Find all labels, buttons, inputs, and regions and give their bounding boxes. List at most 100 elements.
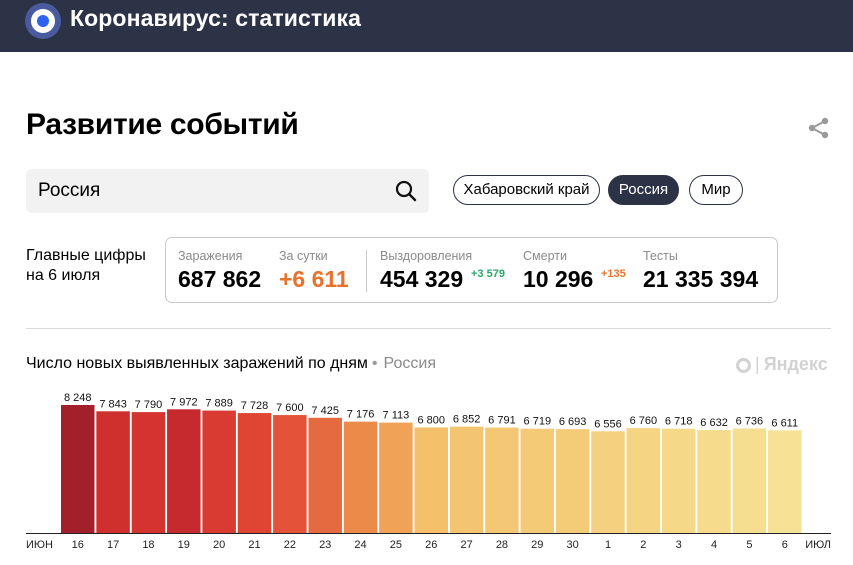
x-tick-label: 28 (496, 539, 508, 551)
section-divider (26, 328, 831, 329)
x-tick-label: 2 (640, 539, 646, 551)
stat-recovered-label: Выздоровления (380, 249, 473, 263)
chart-bar[interactable] (661, 428, 696, 533)
virus-logo-icon[interactable] (25, 3, 61, 39)
stats-panel: Заражения 687 862 За сутки +6 611 Выздор… (165, 237, 778, 303)
stat-recovered-value: 454 329 (380, 266, 464, 292)
bar-value-label: 6 852 (453, 414, 481, 426)
x-tick-label: 16 (72, 539, 84, 551)
chart-bar[interactable] (96, 411, 130, 533)
yandex-watermark-text: Яндекс (763, 354, 828, 374)
chart-bar[interactable] (237, 413, 272, 533)
bar-value-label: 7 113 (383, 410, 410, 422)
main-figures-label: Главные цифры на 6 июля (26, 246, 146, 286)
chart-bar[interactable] (202, 410, 236, 533)
bar-value-label: 6 693 (559, 416, 587, 428)
main-figures-title: Главные цифры (26, 247, 146, 264)
chart-bar[interactable] (343, 421, 378, 533)
stat-tests-value: 21 335 394 (643, 266, 759, 292)
chart-bar[interactable] (485, 427, 519, 533)
chart-bar[interactable] (697, 430, 731, 533)
region-search (26, 169, 429, 213)
top-bar: Коронавирус: статистика (0, 0, 853, 52)
bar-value-label: 6 736 (736, 415, 764, 427)
chart-bar[interactable] (131, 412, 166, 533)
search-input[interactable] (38, 169, 388, 213)
stat-deaths-value: 10 296 (523, 266, 594, 292)
x-tick-label: 24 (354, 539, 366, 551)
chart-bar[interactable] (273, 415, 307, 533)
x-tick-label: 3 (676, 539, 682, 551)
bar-value-label: 6 719 (524, 416, 552, 428)
stat-tests-label: Тесты (643, 249, 678, 263)
x-tick-label: 29 (531, 539, 543, 551)
stat-infections-label: Заражения (178, 249, 243, 263)
stats-divider (366, 250, 367, 292)
main-figures-date: на 6 июля (26, 267, 101, 284)
x-tick-label: 5 (746, 539, 752, 551)
region-pill-russia[interactable]: Россия (608, 175, 679, 205)
search-icon[interactable] (395, 180, 417, 202)
share-icon[interactable] (806, 116, 832, 140)
x-tick-label: 1 (605, 539, 611, 551)
x-tick-label: 21 (248, 539, 260, 551)
stat-deaths-delta: +135 (601, 268, 626, 280)
bar-value-label: 7 425 (311, 405, 339, 417)
stat-per-day-label: За сутки (279, 249, 328, 263)
bar-value-label: 6 800 (417, 414, 445, 426)
x-tick-label: 6 (782, 539, 788, 551)
x-tick-label: 30 (567, 539, 579, 551)
bar-value-label: 7 843 (99, 398, 127, 410)
bar-value-label: 7 972 (170, 396, 198, 408)
chart-bar[interactable] (449, 426, 484, 533)
chart-bar[interactable] (591, 431, 625, 533)
chart-bar[interactable] (520, 428, 555, 533)
bar-value-label: 7 728 (241, 400, 269, 412)
bar-value-label: 6 791 (488, 415, 516, 427)
chart-bar[interactable] (308, 417, 342, 533)
bar-value-label: 7 889 (205, 398, 233, 410)
chart-title-separator: • (371, 355, 378, 372)
chart-bar[interactable] (414, 427, 449, 533)
bar-value-label: 6 611 (771, 417, 798, 429)
region-pill-world[interactable]: Мир (689, 175, 743, 205)
x-tick-label: 18 (142, 539, 154, 551)
x-tick-label: 23 (319, 539, 331, 551)
month-end-label: ИЮЛ (805, 539, 831, 551)
chart-bar[interactable] (167, 409, 201, 533)
bar-value-label: 7 176 (347, 409, 375, 421)
bar-value-label: 7 600 (276, 402, 304, 414)
section-title: Развитие событий (26, 108, 299, 141)
x-tick-label: 17 (107, 539, 119, 551)
bar-value-label: 6 632 (700, 417, 728, 429)
chart-region: Россия (383, 355, 436, 372)
x-tick-label: 26 (425, 539, 437, 551)
stat-infections-value: 687 862 (178, 266, 262, 292)
chart-bar[interactable] (61, 405, 95, 533)
stat-deaths-label: Смерти (523, 249, 567, 263)
stat-per-day-value: +6 611 (279, 266, 349, 292)
yandex-logo-icon (736, 358, 751, 373)
bar-value-label: 6 556 (594, 418, 622, 430)
chart-bar[interactable] (626, 428, 661, 533)
stat-recovered-delta: +3 579 (471, 268, 505, 280)
x-tick-label: 4 (711, 539, 717, 551)
yandex-watermark: | Яндекс (736, 354, 828, 375)
month-start-label: ИЮН (26, 539, 53, 551)
chart-bar[interactable] (555, 429, 590, 533)
x-tick-label: 20 (213, 539, 225, 551)
x-tick-label: 25 (390, 539, 402, 551)
x-tick-label: 19 (178, 539, 190, 551)
bar-value-label: 6 760 (630, 415, 658, 427)
chart-bar[interactable] (768, 430, 802, 533)
chart-title-text: Число новых выявленных заражений по дням (26, 355, 368, 372)
chart-bar[interactable] (732, 428, 767, 533)
app-title[interactable]: Коронавирус: статистика (70, 5, 362, 31)
bar-value-label: 8 248 (64, 392, 92, 404)
x-tick-label: 27 (460, 539, 472, 551)
bar-value-label: 7 790 (135, 399, 163, 411)
region-pill-khabarovsk[interactable]: Хабаровский край (453, 175, 600, 205)
x-tick-label: 22 (284, 539, 296, 551)
chart-bar[interactable] (379, 422, 413, 533)
